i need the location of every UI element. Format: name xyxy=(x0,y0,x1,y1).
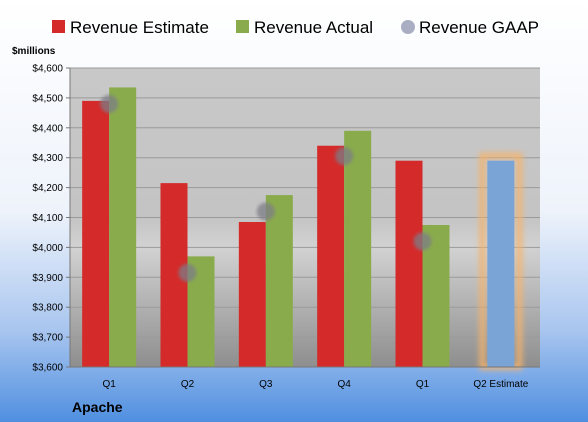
y-tick-label: $4,500 xyxy=(32,93,63,104)
bar-revenue-estimate xyxy=(395,160,423,367)
y-tick-label: $4,100 xyxy=(32,213,63,224)
legend-label: Revenue Estimate xyxy=(70,18,209,37)
legend-label: Revenue Actual xyxy=(254,18,373,37)
y-axis-unit-label: $millions xyxy=(12,46,56,57)
x-tick-label: Q4 xyxy=(337,379,351,390)
x-tick-label: Q2 Estimate xyxy=(473,379,528,390)
point-revenue-gaap xyxy=(413,232,432,251)
x-tick-label: Q2 xyxy=(181,379,195,390)
bar-revenue-estimate xyxy=(238,221,266,367)
x-axis: Q1 Q2 Q3 Q4 Q1 Q2 Estimate xyxy=(70,366,540,390)
legend: Revenue Estimate Revenue Actual Revenue GA… xyxy=(52,18,539,37)
y-tick-label: $3,700 xyxy=(32,333,63,344)
company-label: Apache xyxy=(72,399,123,415)
legend-label: Revenue GAAP xyxy=(419,18,539,37)
points-layer xyxy=(100,94,432,282)
legend-marker-revenue-estimate xyxy=(52,20,65,33)
bar-revenue-actual xyxy=(265,195,293,367)
y-tick-label: $4,000 xyxy=(32,243,63,254)
y-tick-label: $3,800 xyxy=(32,303,63,314)
point-revenue-gaap xyxy=(335,147,354,166)
legend-marker-revenue-gaap xyxy=(401,20,415,34)
y-tick-label: $4,400 xyxy=(32,123,63,134)
bar-revenue-estimate xyxy=(317,145,345,367)
x-tick-label: Q1 xyxy=(102,379,116,390)
bar-projection xyxy=(487,160,515,367)
bar-revenue-estimate xyxy=(82,100,110,367)
bar-revenue-actual xyxy=(109,87,137,367)
point-revenue-gaap xyxy=(256,202,275,221)
x-tick-label: Q3 xyxy=(259,379,273,390)
point-revenue-gaap xyxy=(178,263,197,282)
y-tick-label: $4,600 xyxy=(32,64,63,75)
bars-layer xyxy=(82,87,523,370)
grid-layer xyxy=(70,67,540,368)
point-revenue-gaap xyxy=(100,94,119,113)
y-tick-label: $3,900 xyxy=(32,273,63,284)
y-tick-label: $4,200 xyxy=(32,183,63,194)
y-tick-label: $3,600 xyxy=(32,363,63,374)
bar-revenue-actual xyxy=(344,130,372,367)
legend-marker-revenue-actual xyxy=(236,20,249,33)
x-tick-label: Q1 xyxy=(416,379,430,390)
y-tick-label: $4,300 xyxy=(32,153,63,164)
y-axis: $3,600 $3,700 $3,800 $3,900 $4,000 $4,100 $4,2… xyxy=(32,64,71,374)
